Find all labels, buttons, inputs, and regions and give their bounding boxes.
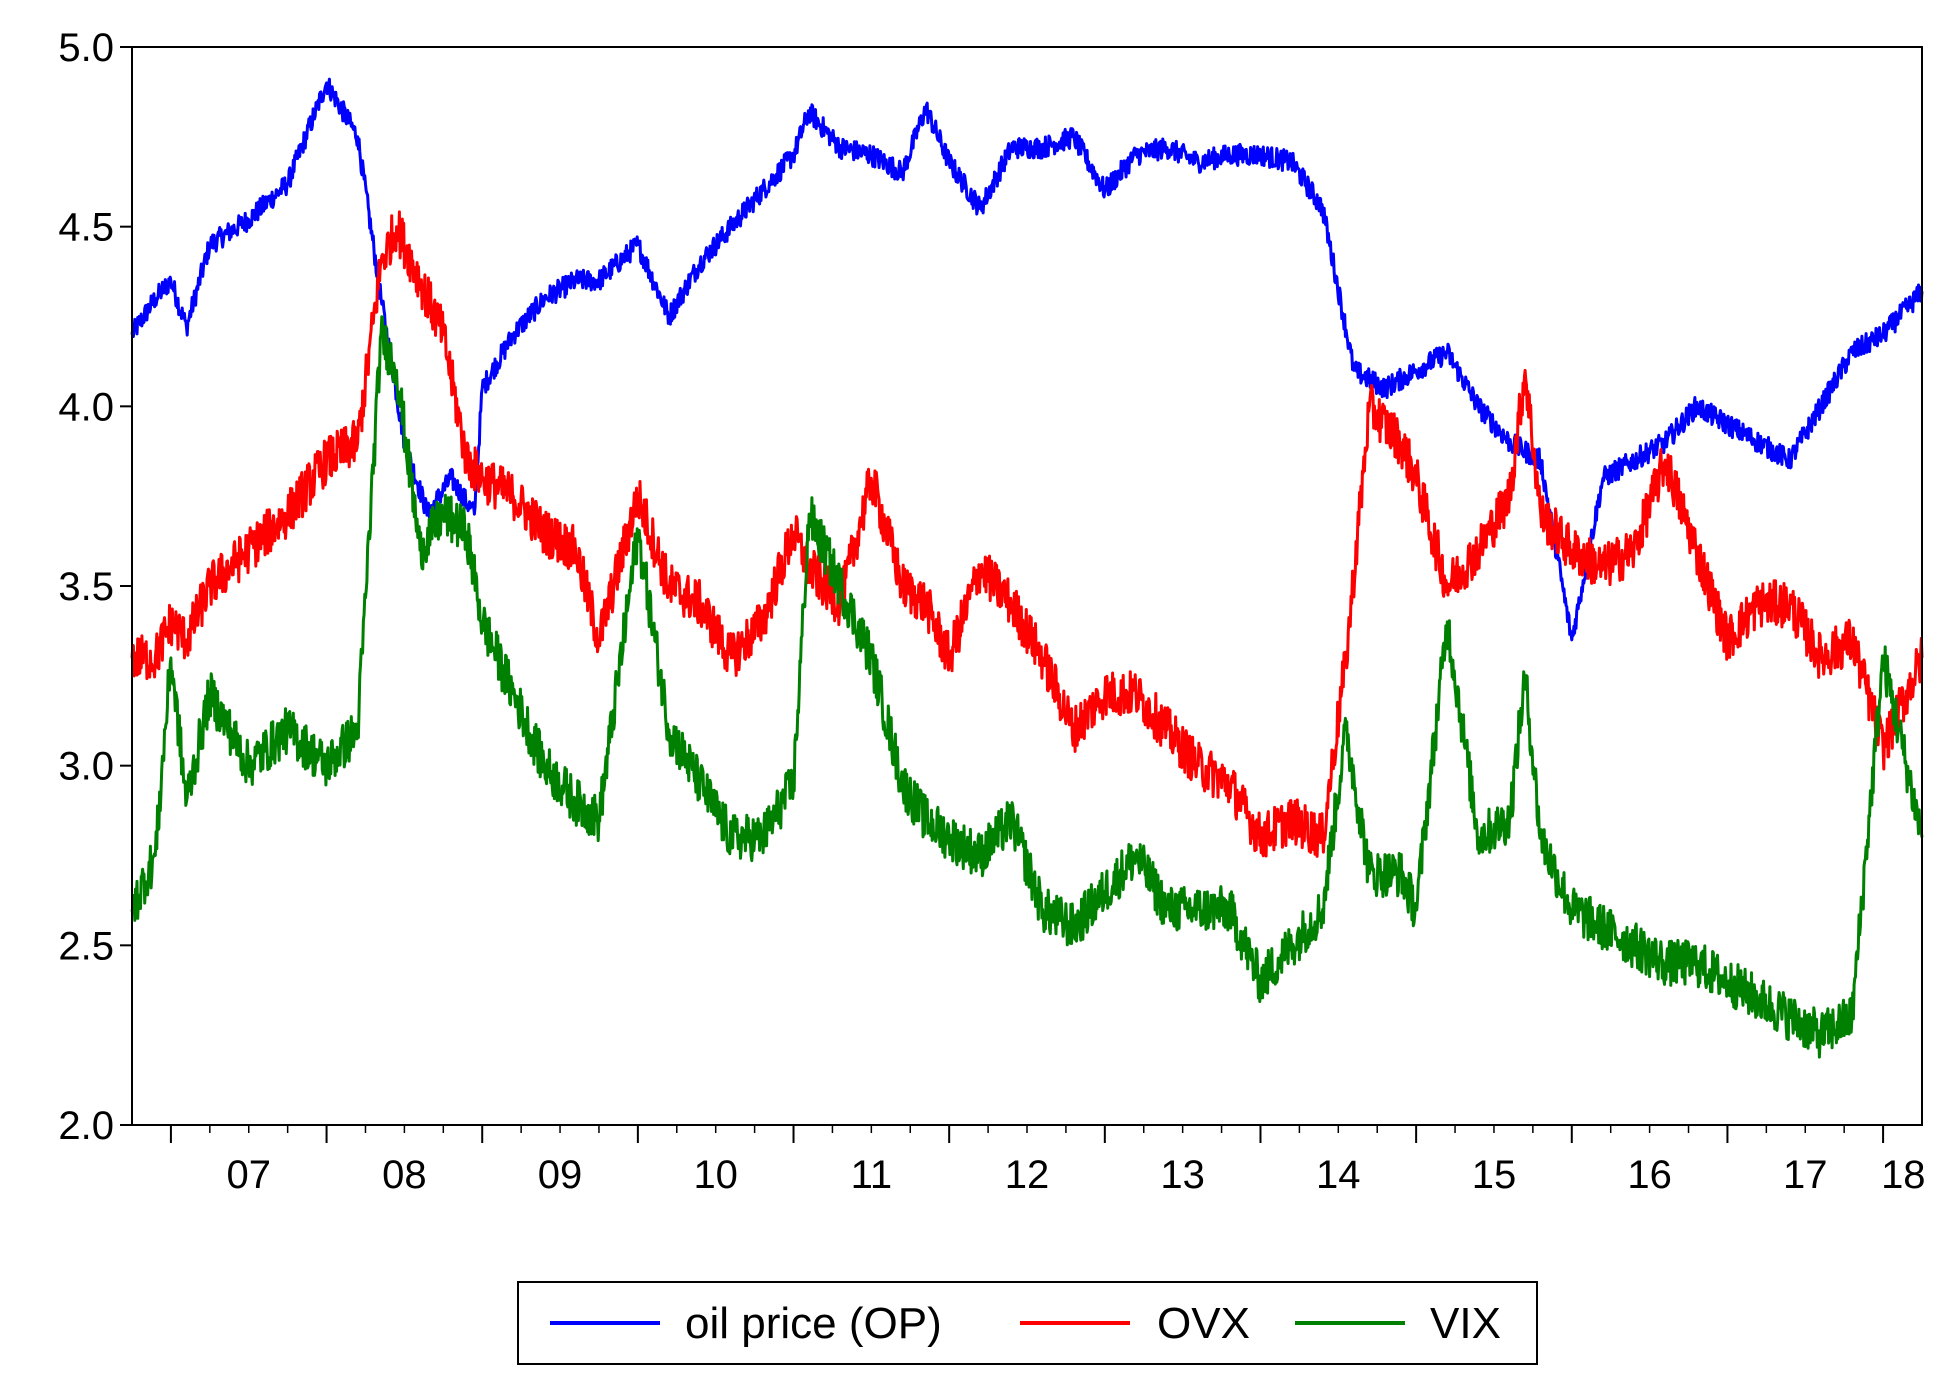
x-tick-label: 16 xyxy=(1627,1153,1672,1197)
x-tick-label: 13 xyxy=(1160,1153,1205,1197)
y-axis: 2.0 2.5 3.0 3.5 4.0 4.5 5.0 xyxy=(58,26,132,1148)
legend-label-op: oil price (OP) xyxy=(685,1299,942,1348)
legend-label-vix: VIX xyxy=(1430,1299,1501,1348)
y-tick-label: 4.0 xyxy=(58,385,114,429)
x-tick-label: 08 xyxy=(382,1153,427,1197)
y-tick-label: 2.0 xyxy=(58,1104,114,1148)
y-tick-label: 4.5 xyxy=(58,206,114,250)
x-axis: 07 08 09 10 11 12 13 14 15 16 17 18 xyxy=(169,1125,1926,1197)
chart-data-layer xyxy=(130,77,1924,1059)
y-tick-label: 2.5 xyxy=(58,924,114,968)
series-line-op xyxy=(130,77,1924,642)
legend-label-ovx: OVX xyxy=(1157,1299,1250,1348)
y-tick-label: 5.0 xyxy=(58,26,114,70)
series-line-vix xyxy=(130,315,1924,1059)
x-tick-label: 09 xyxy=(538,1153,583,1197)
x-tick-label: 12 xyxy=(1005,1153,1050,1197)
x-tick-label: 14 xyxy=(1316,1153,1361,1197)
x-tick-label: 17 xyxy=(1783,1153,1828,1197)
x-tick-label: 07 xyxy=(226,1153,271,1197)
x-tick-label: 10 xyxy=(693,1153,738,1197)
y-tick-label: 3.5 xyxy=(58,565,114,609)
x-tick-label: 18 xyxy=(1881,1153,1926,1197)
x-tick-label: 11 xyxy=(851,1153,893,1197)
x-tick-label: 15 xyxy=(1472,1153,1517,1197)
y-tick-label: 3.0 xyxy=(58,745,114,789)
series-line-ovx xyxy=(130,210,1924,858)
legend: oil price (OP) OVX VIX xyxy=(517,1281,1538,1365)
